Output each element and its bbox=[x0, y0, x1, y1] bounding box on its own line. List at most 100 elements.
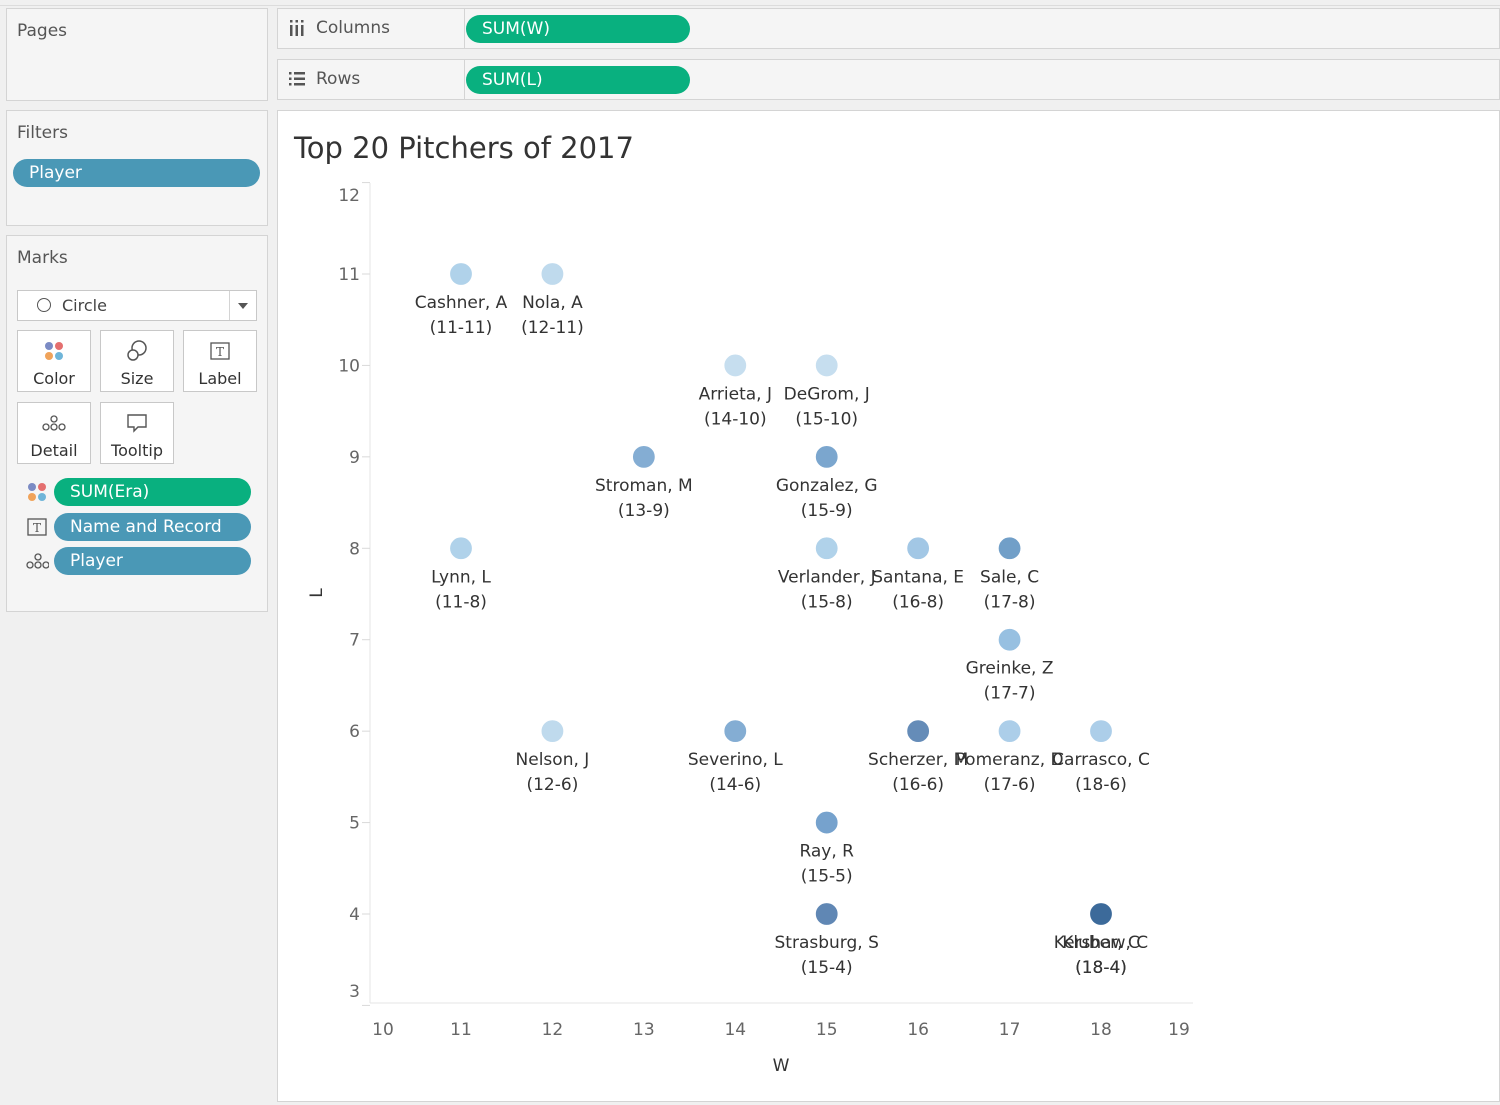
chart-title: Top 20 Pitchers of 2017 bbox=[294, 131, 634, 165]
rows-shelf-label-area: Rows bbox=[278, 60, 465, 99]
y-tick-label: 11 bbox=[338, 265, 360, 285]
filters-card[interactable]: Filters Player bbox=[6, 110, 268, 226]
scatter-point[interactable] bbox=[540, 719, 565, 744]
pages-title: Pages bbox=[17, 21, 68, 41]
rows-lines-icon bbox=[288, 70, 306, 88]
x-axis-title: W bbox=[773, 1056, 790, 1076]
label-button[interactable]: T Label bbox=[183, 330, 257, 392]
y-tick-label: 3 bbox=[349, 982, 360, 1002]
scatter-point[interactable] bbox=[814, 810, 839, 835]
tooltip-button-label: Tooltip bbox=[111, 441, 163, 460]
scatter-point[interactable] bbox=[997, 719, 1022, 744]
mark-type-value: Circle bbox=[62, 296, 107, 315]
y-tick-label: 4 bbox=[349, 905, 360, 925]
filter-pill-player[interactable]: Player bbox=[13, 159, 260, 187]
point-record-label: (14-6) bbox=[709, 775, 761, 795]
point-record-label: (16-8) bbox=[892, 592, 944, 612]
label-button-label: Label bbox=[198, 369, 242, 388]
point-name-label: Lynn, L bbox=[431, 567, 491, 587]
scatter-point[interactable] bbox=[1088, 901, 1114, 927]
columns-label: Columns bbox=[316, 18, 390, 38]
x-tick-label: 11 bbox=[450, 1020, 472, 1040]
columns-pill-sum-w[interactable]: SUM(W) bbox=[466, 15, 690, 43]
scatter-point[interactable] bbox=[540, 261, 565, 287]
point-name-label: Scherzer, M bbox=[868, 750, 968, 770]
y-tick-label: 5 bbox=[349, 814, 360, 834]
point-record-label: (18-6) bbox=[1075, 775, 1127, 795]
label-t-icon: T bbox=[25, 515, 49, 539]
point-name-label: Sale, C bbox=[980, 567, 1039, 587]
point-name-label: Kluber, C bbox=[1062, 933, 1140, 953]
y-tick-label: 7 bbox=[349, 631, 360, 651]
point-name-label: Carrasco, C bbox=[1052, 750, 1150, 770]
size-button-label: Size bbox=[120, 369, 154, 388]
scatter-point[interactable] bbox=[906, 719, 931, 744]
scatter-point[interactable] bbox=[723, 353, 748, 378]
scatter-point[interactable] bbox=[1088, 719, 1114, 744]
color-dots-icon bbox=[25, 480, 49, 504]
encoding-pill-era[interactable]: SUM(Era) bbox=[54, 478, 251, 506]
tooltip-button[interactable]: Tooltip bbox=[100, 402, 174, 464]
marks-card: Marks Circle Color Size T Label Detail T… bbox=[6, 235, 268, 612]
scatter-point[interactable] bbox=[448, 261, 474, 287]
x-tick-label: 17 bbox=[999, 1020, 1021, 1040]
columns-bars-icon bbox=[288, 19, 306, 37]
x-tick-label: 12 bbox=[542, 1020, 564, 1040]
point-name-label: Gonzalez, G bbox=[776, 476, 878, 496]
x-tick-label: 18 bbox=[1090, 1020, 1112, 1040]
scatter-point[interactable] bbox=[814, 901, 839, 927]
y-tick-label: 9 bbox=[349, 448, 360, 468]
mark-type-dropdown[interactable]: Circle bbox=[17, 290, 257, 321]
scatter-point[interactable] bbox=[814, 444, 839, 469]
point-name-label: Santana, E bbox=[872, 567, 964, 587]
chevron-down-icon[interactable] bbox=[229, 291, 256, 320]
scatter-point[interactable] bbox=[631, 444, 656, 469]
scatter-point[interactable] bbox=[814, 353, 839, 378]
point-record-label: (18-4) bbox=[1075, 958, 1127, 978]
marks-title: Marks bbox=[17, 248, 68, 268]
scatter-point[interactable] bbox=[723, 719, 748, 744]
point-name-label: Cashner, A bbox=[415, 293, 508, 313]
svg-text:T: T bbox=[216, 345, 224, 359]
y-tick-label: 8 bbox=[349, 539, 360, 559]
scatter-point[interactable] bbox=[814, 536, 839, 561]
point-name-label: Greinke, Z bbox=[966, 659, 1054, 679]
detail-dots-icon bbox=[18, 411, 90, 435]
y-tick-label: 6 bbox=[349, 722, 360, 742]
scatter-point[interactable] bbox=[997, 536, 1022, 561]
encoding-pill-name-and-record[interactable]: Name and Record bbox=[54, 513, 251, 541]
size-circles-icon bbox=[101, 339, 173, 363]
viz-pane[interactable]: Top 20 Pitchers of 2017 3 4 5 6 7 8 9 10 11 12 10 1… bbox=[277, 110, 1500, 1102]
columns-shelf-label-area: Columns bbox=[278, 9, 465, 48]
detail-button[interactable]: Detail bbox=[17, 402, 91, 464]
point-name-label: Nelson, J bbox=[516, 750, 590, 770]
y-tick-label: 10 bbox=[338, 356, 360, 376]
tooltip-bubble-icon bbox=[101, 411, 173, 435]
x-tick-label: 19 bbox=[1168, 1020, 1190, 1040]
x-tick-label: 13 bbox=[633, 1020, 655, 1040]
rows-shelf[interactable]: Rows SUM(L) bbox=[277, 59, 1500, 100]
point-record-label: (15-5) bbox=[801, 867, 853, 887]
rows-label: Rows bbox=[316, 69, 361, 89]
point-name-label: DeGrom, J bbox=[784, 384, 870, 404]
size-button[interactable]: Size bbox=[100, 330, 174, 392]
pages-card[interactable]: Pages bbox=[6, 8, 268, 101]
point-name-label: Pomeranz, D bbox=[956, 750, 1064, 770]
scatter-plot[interactable]: 3 4 5 6 7 8 9 10 11 12 10 11 12 13 14 15 16 17 18 19 W L Cashn… bbox=[278, 111, 1499, 1101]
columns-shelf[interactable]: Columns SUM(W) bbox=[277, 8, 1500, 49]
encoding-pill-player[interactable]: Player bbox=[54, 547, 251, 575]
detail-dots-icon bbox=[25, 549, 49, 573]
x-tick-label: 15 bbox=[816, 1020, 838, 1040]
rows-pill-sum-l[interactable]: SUM(L) bbox=[466, 66, 690, 94]
scatter-point[interactable] bbox=[997, 627, 1022, 652]
point-name-label: Verlander, J bbox=[778, 567, 876, 587]
y-tick-label: 12 bbox=[338, 186, 360, 206]
point-record-label: (17-6) bbox=[984, 775, 1036, 795]
x-tick-label: 16 bbox=[907, 1020, 929, 1040]
scatter-point[interactable] bbox=[906, 536, 931, 561]
circle-mark-icon bbox=[37, 298, 51, 312]
color-button[interactable]: Color bbox=[17, 330, 91, 392]
point-name-label: Strasburg, S bbox=[775, 933, 879, 953]
point-record-label: (14-10) bbox=[704, 409, 767, 429]
scatter-point[interactable] bbox=[448, 536, 474, 561]
